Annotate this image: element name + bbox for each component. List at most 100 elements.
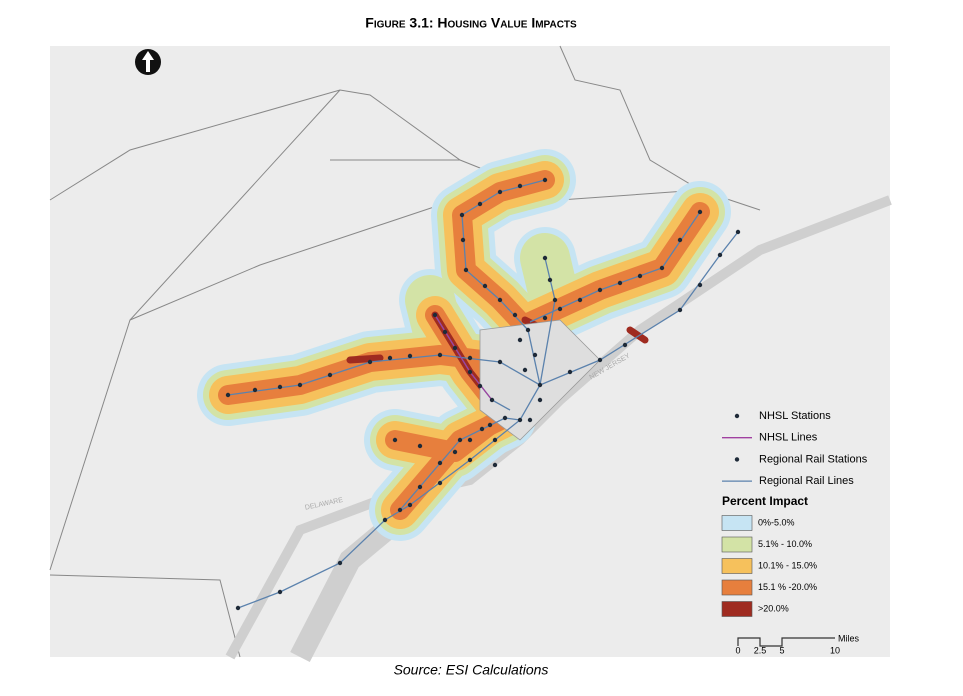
legend-label: Regional Rail Lines bbox=[759, 475, 854, 487]
station bbox=[482, 283, 488, 289]
legend-class-label: 5.1% - 10.0% bbox=[758, 539, 812, 549]
station bbox=[659, 265, 665, 271]
station bbox=[542, 177, 548, 183]
station bbox=[437, 352, 443, 358]
station bbox=[637, 273, 643, 279]
station bbox=[497, 189, 503, 195]
station bbox=[459, 212, 465, 218]
station bbox=[460, 237, 466, 243]
station bbox=[277, 589, 283, 595]
station bbox=[477, 201, 483, 207]
station bbox=[617, 280, 623, 286]
legend: NHSL Stations NHSL Lines Regional Rail Sta… bbox=[721, 410, 868, 617]
station bbox=[557, 306, 563, 312]
station bbox=[392, 437, 398, 443]
station bbox=[277, 384, 283, 390]
station bbox=[525, 327, 531, 333]
legend-heading: Percent Impact bbox=[722, 494, 808, 508]
station bbox=[697, 282, 703, 288]
map: DELAWARE NEW JERSEY bbox=[49, 45, 892, 663]
station bbox=[387, 355, 393, 361]
legend-symbol bbox=[734, 457, 740, 462]
legend-class-label: 15.1 % -20.0% bbox=[758, 582, 817, 592]
station bbox=[467, 457, 473, 463]
legend-label: NHSL Lines bbox=[759, 432, 818, 444]
station bbox=[577, 297, 583, 303]
station bbox=[717, 252, 723, 258]
station bbox=[457, 437, 463, 443]
station bbox=[527, 417, 533, 423]
station bbox=[467, 355, 473, 361]
station bbox=[437, 480, 443, 486]
station bbox=[452, 345, 458, 351]
station bbox=[567, 369, 573, 375]
legend-label: Regional Rail Stations bbox=[759, 453, 868, 465]
station bbox=[397, 507, 403, 513]
scale-bar bbox=[737, 637, 835, 647]
station bbox=[492, 462, 498, 468]
station bbox=[497, 297, 503, 303]
station bbox=[492, 437, 498, 443]
legend-swatch bbox=[721, 515, 753, 531]
station bbox=[432, 312, 438, 318]
station bbox=[552, 297, 558, 303]
station bbox=[522, 367, 528, 373]
station bbox=[417, 443, 423, 449]
station bbox=[517, 337, 523, 343]
station bbox=[467, 369, 473, 375]
legend-label: NHSL Stations bbox=[759, 410, 831, 422]
scale-tick-label: 0 bbox=[735, 645, 740, 655]
station bbox=[537, 382, 543, 388]
station bbox=[547, 277, 553, 283]
scale-tick-label: 2.5 bbox=[754, 645, 767, 655]
scale-tick-label: 5 bbox=[779, 645, 784, 655]
station bbox=[622, 342, 628, 348]
legend-swatch bbox=[721, 579, 753, 596]
station bbox=[407, 502, 413, 508]
station bbox=[532, 352, 538, 358]
station bbox=[542, 315, 548, 321]
station bbox=[697, 209, 703, 215]
station bbox=[382, 517, 388, 523]
station bbox=[417, 484, 423, 490]
station bbox=[442, 329, 448, 335]
station bbox=[537, 397, 543, 403]
north-arrow bbox=[135, 49, 161, 75]
station bbox=[252, 387, 258, 393]
station bbox=[677, 237, 683, 243]
legend-class-label: 0%-5.0% bbox=[758, 517, 795, 527]
station bbox=[677, 307, 683, 313]
station bbox=[517, 417, 523, 423]
station bbox=[297, 382, 303, 388]
station bbox=[437, 460, 443, 466]
station bbox=[337, 560, 343, 566]
station bbox=[225, 392, 231, 398]
station bbox=[517, 183, 523, 189]
figure-title: Figure 3.1: Housing Value Impacts bbox=[365, 15, 577, 31]
station bbox=[467, 437, 473, 443]
station bbox=[542, 255, 548, 261]
station bbox=[479, 426, 485, 432]
scale-unit: Miles bbox=[838, 633, 860, 643]
station bbox=[487, 422, 493, 428]
station bbox=[463, 267, 469, 273]
legend-swatch bbox=[721, 601, 753, 617]
station bbox=[235, 605, 241, 611]
station bbox=[597, 287, 603, 293]
station bbox=[497, 359, 503, 365]
station bbox=[512, 312, 518, 318]
station bbox=[477, 383, 483, 389]
station bbox=[735, 229, 741, 235]
station bbox=[407, 353, 413, 359]
legend-swatch bbox=[721, 536, 753, 553]
source-note: Source: ESI Calculations bbox=[394, 662, 549, 678]
scale-tick-label: 10 bbox=[830, 645, 840, 655]
station bbox=[452, 449, 458, 455]
station bbox=[502, 415, 508, 421]
station bbox=[367, 359, 373, 365]
stations bbox=[225, 177, 741, 611]
station bbox=[597, 357, 603, 363]
legend-class-label: 10.1% - 15.0% bbox=[758, 560, 817, 570]
station bbox=[327, 372, 333, 378]
